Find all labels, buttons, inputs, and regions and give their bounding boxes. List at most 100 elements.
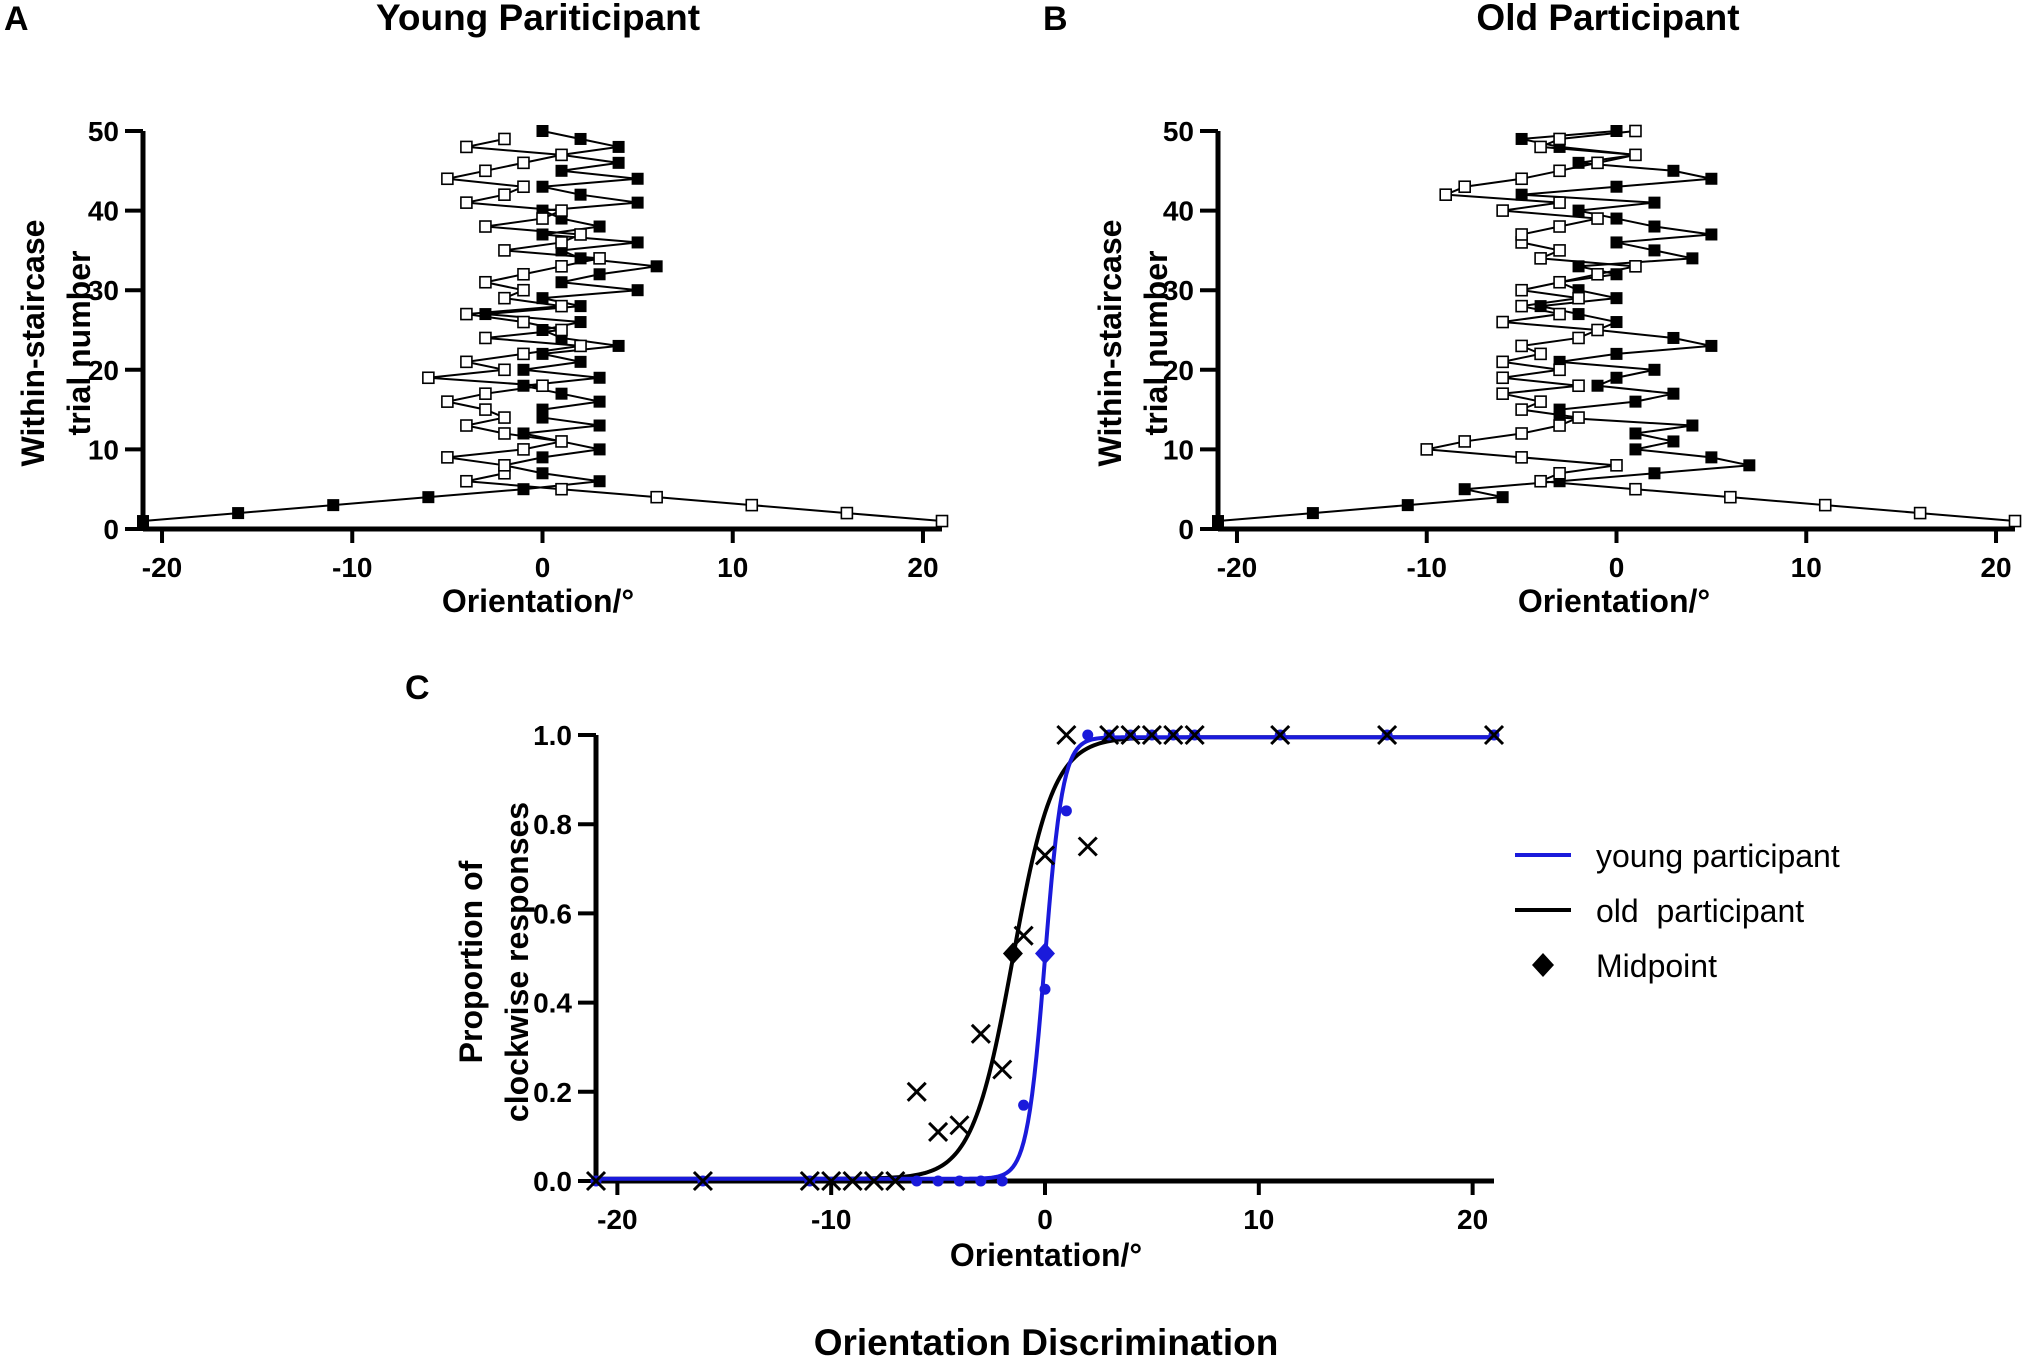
panel-a-open-square-marker xyxy=(498,132,511,146)
panel-a-open-square-marker xyxy=(460,307,473,321)
panel-c-old-cross-stroke xyxy=(1099,724,1120,746)
panel-b-letter: B xyxy=(1043,0,1068,38)
panel-a-filled-square-marker xyxy=(517,379,530,392)
panel-a-filled-square-marker xyxy=(327,499,340,512)
panel-b-open-square-marker xyxy=(1534,395,1547,408)
panel-b-open-square-marker xyxy=(1553,244,1566,257)
panel-b-y-tick-label: 40 xyxy=(1163,196,1194,227)
panel-b-filled-square-marker xyxy=(1534,300,1547,313)
panel-a-filled-square-marker xyxy=(593,371,606,384)
panel-b-filled-square-marker xyxy=(1572,204,1585,217)
panel-c-old-cross-stroke xyxy=(885,1170,906,1192)
panel-b-open-square-marker xyxy=(1629,260,1642,273)
panel-b-ylabel-line-1: Within-staircase xyxy=(1092,220,1128,467)
panel-b-open-square-marker xyxy=(1913,506,1927,520)
panel-a-filled-square-marker xyxy=(593,443,606,456)
panel-b-filled-square-marker xyxy=(1743,459,1756,472)
panel-a-filled-square-marker xyxy=(137,515,149,528)
panel-a-filled-square-marker xyxy=(536,467,549,480)
panel-b-filled-square-marker xyxy=(1705,339,1718,352)
panel-a-open-square-marker xyxy=(498,188,511,201)
panel-a-filled-square-marker xyxy=(574,188,587,201)
panel-c-ylabel-line-1: Proportion of xyxy=(453,860,489,1063)
panel-b-filled-square-marker xyxy=(1648,244,1661,257)
panel-c-old-cross-stroke xyxy=(928,1121,949,1143)
panel-b-filled-square-marker xyxy=(1705,451,1718,464)
legend: young participant old participant Midpoi… xyxy=(1515,838,1840,984)
panel-b-open-square-marker xyxy=(1553,307,1566,321)
panel-a-open-square-marker xyxy=(517,156,530,170)
panel-c-old-cross-marker xyxy=(1120,724,1141,746)
panel-c-old-cross-stroke xyxy=(1377,724,1398,746)
panel-a-y-tick-label: 20 xyxy=(88,355,119,386)
panel-a-filled-square-marker xyxy=(593,268,606,281)
panel-b-filled-square-marker xyxy=(1648,363,1661,376)
panel-c-midpoint-diamond-old xyxy=(1002,942,1023,965)
panel-b-open-square-marker xyxy=(1553,164,1566,178)
panel-b-open-square-marker xyxy=(1515,283,1528,297)
panel-b-series-2-line xyxy=(1426,130,2016,523)
panel-b-title: Old Participant xyxy=(1476,0,1739,38)
panel-c-x-tick-label: 10 xyxy=(1243,1204,1274,1235)
panel-a-open-square-marker xyxy=(460,419,473,432)
panel-b-filled-square-marker xyxy=(1705,228,1718,241)
panel-b-x-tick-label: -20 xyxy=(1217,552,1257,583)
panel-a-open-square-marker xyxy=(479,331,492,345)
panel-c-old-cross-stroke xyxy=(970,1023,991,1044)
legend-midpoint-label: Midpoint xyxy=(1596,948,1717,984)
panel-b-open-square-marker xyxy=(1572,379,1585,393)
panel-a-open-square-marker xyxy=(555,299,568,313)
panel-c-old-cross-marker xyxy=(1034,845,1056,866)
panel-b-plot: -20 -10 0 10 20 0 10 20 30 40 50 xyxy=(1163,116,2022,583)
panel-b-filled-square-marker xyxy=(1610,347,1623,360)
panel-a-open-square-marker xyxy=(460,196,473,209)
panel-b-open-square-marker xyxy=(1515,172,1528,186)
panel-c-old-cross-marker xyxy=(1184,724,1205,746)
panel-a-filled-square-marker xyxy=(593,220,606,233)
panel-c-old-cross-marker xyxy=(692,1170,713,1192)
panel-c-y-tick-label: 0.4 xyxy=(533,988,572,1019)
panel-a-y-tick-label: 0 xyxy=(103,514,119,545)
legend-old-label: old participant xyxy=(1596,893,1804,929)
panel-c-old-cross-marker xyxy=(885,1170,906,1192)
panel-a-filled-square-marker xyxy=(536,347,549,360)
panel-b-filled-square-marker xyxy=(1629,443,1642,456)
panel-c-old-cross-stroke xyxy=(799,1170,820,1192)
panel-c-xlabel: Orientation/° xyxy=(950,1237,1142,1273)
panel-b-xlabel: Orientation/° xyxy=(1518,583,1710,619)
panel-c-old-cross-marker xyxy=(585,1170,607,1192)
panel-b-filled-square-marker xyxy=(1648,220,1661,233)
panel-b-open-square-marker xyxy=(1496,387,1509,400)
legend-young-label: young participant xyxy=(1596,838,1840,874)
panel-c-old-cross-marker xyxy=(1483,724,1505,746)
panel-b-open-square-marker xyxy=(1534,474,1547,488)
panel-c-x-tick-label: 0 xyxy=(1037,1204,1053,1235)
panel-a-filled-square-marker xyxy=(574,252,587,265)
panel-a-open-square-marker xyxy=(555,435,568,448)
legend-midpoint-diamond-icon xyxy=(1532,953,1554,977)
panel-b-filled-square-marker xyxy=(1667,331,1680,344)
panel-c-old-cross-stroke xyxy=(1163,724,1184,746)
panel-b-open-square-marker xyxy=(1534,347,1547,361)
panel-c-old-cross-stroke xyxy=(1034,845,1056,866)
panel-a-open-square-marker xyxy=(555,260,568,273)
panel-a-filled-square-marker xyxy=(650,260,663,273)
panel-b-open-square-marker xyxy=(1420,443,1434,456)
panel-b-filled-square-marker xyxy=(1610,268,1623,281)
panel-a-letter: A xyxy=(4,0,29,38)
panel-a-filled-square-marker xyxy=(232,507,245,520)
panel-b-open-square-marker xyxy=(1572,411,1585,424)
panel-a-plot: -20 -10 0 10 20 0 10 20 30 40 50 xyxy=(88,116,949,583)
panel-c-x-tick-label: -10 xyxy=(811,1204,851,1235)
panel-b: B Old Participant -20 -10 0 10 20 0 10 20 30 40 50… xyxy=(1043,0,2022,619)
panel-a-filled-square-marker xyxy=(536,324,549,336)
panel-c-old-cross-marker xyxy=(842,1170,863,1192)
panel-a-filled-square-marker xyxy=(536,403,549,416)
panel-a-open-square-marker xyxy=(422,371,435,385)
panel-c-midpoint-diamond-young xyxy=(1035,942,1055,965)
panel-a-x-tick-label: 20 xyxy=(907,552,938,583)
panel-b-open-square-marker xyxy=(1515,451,1528,464)
panel-c-young-dot-marker xyxy=(1039,983,1051,995)
panel-c-old-cross-stroke xyxy=(863,1170,885,1192)
panel-b-filled-square-marker xyxy=(1458,483,1471,496)
